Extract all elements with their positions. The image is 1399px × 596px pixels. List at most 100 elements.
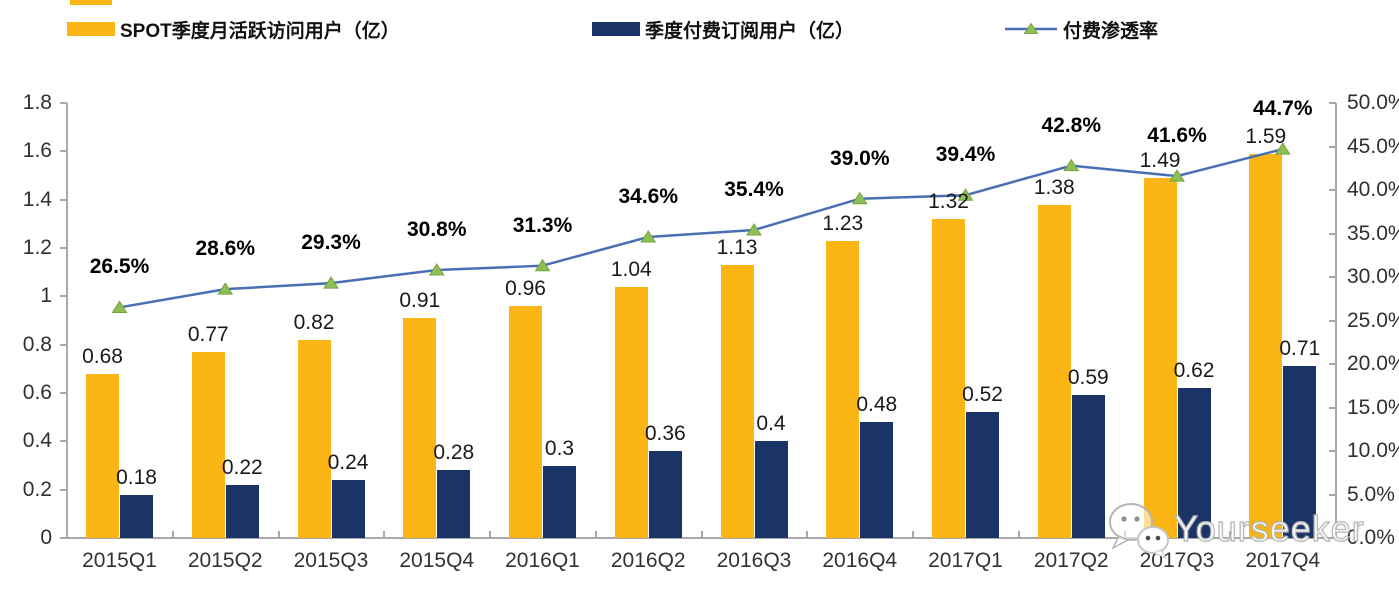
left-axis-tick-label: 1.4 [22, 187, 52, 211]
x-axis-tick [594, 531, 597, 537]
left-axis-tick [60, 102, 67, 104]
subscriber-value-label: 0.18 [116, 465, 157, 489]
mau-bar [191, 351, 225, 538]
mau-bar [86, 373, 119, 538]
subscriber-bar [437, 470, 471, 538]
right-axis-tick [1329, 276, 1336, 278]
mau-bar [1143, 177, 1177, 538]
right-axis-tick [1329, 493, 1336, 496]
right-axis-tick-label: 25.0% [1347, 308, 1399, 332]
penetration-rate-label: 34.6% [618, 184, 679, 208]
right-axis-tick [1329, 319, 1336, 322]
right-axis-tick-label: 30.0% [1347, 265, 1399, 288]
x-axis-category-label: 2016Q1 [505, 549, 580, 572]
yellow-bar-swatch-icon [67, 22, 115, 36]
subscriber-value-label: 0.4 [756, 412, 786, 436]
right-axis-tick-label: 10.0% [1347, 439, 1399, 462]
mau-value-label: 0.82 [293, 310, 335, 334]
x-axis-tick [1017, 531, 1020, 537]
x-axis-tick [912, 531, 914, 537]
mau-value-label: 1.59 [1245, 124, 1287, 148]
line-marker-swatch-icon [1005, 22, 1057, 36]
penetration-rate-label: 41.6% [1147, 124, 1207, 148]
right-axis-tick-label: 50.0% [1347, 91, 1399, 114]
mau-bar [932, 219, 965, 538]
subscriber-bar [1177, 388, 1211, 538]
penetration-rate-label: 35.4% [724, 178, 784, 202]
legend-label-subscribers: 季度付费订阅用户（亿） [645, 20, 855, 42]
x-axis-category-label: 2017Q1 [928, 549, 1003, 572]
mau-bar [614, 286, 648, 538]
left-axis-tick-label: 0 [40, 526, 52, 549]
right-axis-tick [1329, 145, 1336, 148]
watermark-text: Yourseeker [1173, 507, 1365, 549]
penetration-rate-label: 29.3% [301, 231, 361, 255]
left-axis-tick [60, 247, 67, 249]
x-axis-category-label: 2015Q2 [187, 549, 263, 572]
mau-value-label: 0.68 [82, 344, 123, 368]
right-axis-tick-label: 20.0% [1347, 352, 1399, 375]
mau-value-label: 1.13 [716, 235, 758, 259]
penetration-rate-label: 26.5% [89, 255, 150, 279]
penetration-rate-label: 30.8% [406, 218, 467, 242]
x-axis-tick [489, 531, 491, 537]
x-axis-category-label: 2016Q3 [716, 549, 792, 572]
legend-item-mau: SPOT季度月活跃访问用户（亿） [67, 18, 400, 42]
subscriber-value-label: 0.59 [1067, 366, 1109, 390]
left-axis-tick-label: 0.6 [22, 381, 52, 404]
subscriber-bar [966, 412, 999, 538]
subscriber-value-label: 0.52 [962, 383, 1003, 407]
x-axis-category-label: 2015Q1 [82, 549, 157, 572]
x-axis-category-label: 2017Q2 [1033, 549, 1109, 572]
right-axis-tick [1329, 406, 1336, 409]
right-y-axis-line [1335, 103, 1337, 539]
subscriber-bar [543, 465, 576, 538]
cropped-yellow-artifact [70, 0, 112, 5]
legend-label-penetration: 付费渗透率 [1063, 20, 1159, 42]
right-axis-tick-label: 40.0% [1347, 178, 1399, 201]
penetration-rate-label: 28.6% [195, 237, 256, 261]
left-axis-tick [60, 537, 67, 539]
mau-value-label: 0.91 [399, 289, 441, 313]
mau-value-label: 1.49 [1139, 148, 1181, 172]
left-axis-tick-label: 1.2 [22, 236, 52, 259]
x-axis-tick [171, 531, 174, 537]
mau-bar [720, 264, 754, 538]
subscriber-bar [860, 422, 894, 538]
x-axis-category-label: 2015Q4 [399, 549, 475, 572]
left-axis-tick-label: 1 [40, 284, 52, 308]
left-axis-tick [60, 150, 67, 153]
left-axis-tick [60, 295, 67, 298]
subscriber-value-label: 0.3 [544, 436, 575, 460]
legend: SPOT季度月活跃访问用户（亿） 季度付费订阅用户（亿） 付费渗透率 [0, 0, 1399, 60]
mau-value-label: 1.04 [610, 257, 652, 281]
x-axis-tick [700, 531, 703, 537]
x-axis-tick [806, 531, 809, 537]
left-axis-tick [60, 488, 67, 491]
right-axis-tick-label: 35.0% [1347, 221, 1399, 245]
right-axis-tick-label: 45.0% [1347, 134, 1399, 158]
left-axis-tick-label: 0.8 [22, 332, 52, 356]
navy-bar-swatch-icon [592, 22, 640, 36]
subscriber-bar [120, 494, 153, 538]
mau-bar [509, 306, 542, 538]
subscriber-value-label: 0.36 [644, 422, 686, 445]
left-axis-tick-label: 0.2 [22, 477, 52, 501]
legend-item-subscribers: 季度付费订阅用户（亿） [592, 18, 855, 42]
watermark: Yourseeker [1106, 500, 1365, 558]
x-axis-tick [1335, 531, 1337, 537]
subscriber-bar [331, 480, 365, 538]
right-axis-tick-label: 15.0% [1347, 395, 1399, 419]
mau-value-label: 1.38 [1033, 175, 1075, 199]
penetration-rate-label: 31.3% [512, 213, 573, 237]
left-axis-tick [60, 198, 67, 201]
mau-value-label: 1.23 [822, 211, 864, 235]
subscriber-value-label: 0.48 [856, 393, 898, 416]
left-axis-tick [60, 392, 67, 394]
right-axis-tick [1329, 232, 1336, 235]
right-axis-tick-label: 5.0% [1347, 482, 1395, 506]
subscriber-bar [1071, 395, 1105, 538]
mau-bar [1037, 204, 1071, 538]
x-axis-category-label: 2016Q2 [610, 549, 686, 572]
subscriber-bar [1283, 366, 1317, 538]
